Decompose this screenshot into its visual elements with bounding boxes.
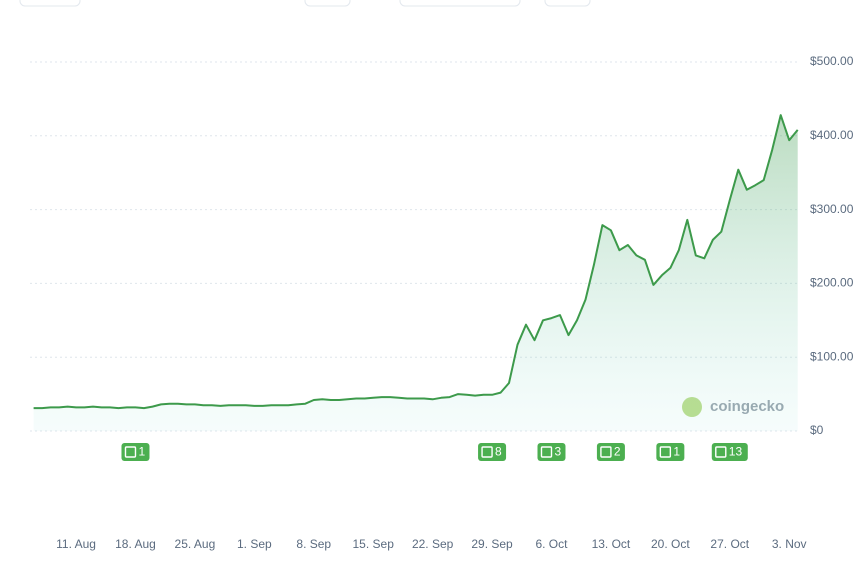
x-tick-label: 27. Oct: [710, 537, 749, 551]
news-icon: [481, 446, 493, 458]
tab-button[interactable]: [19, 0, 81, 7]
news-count: 8: [495, 445, 502, 459]
x-tick-label: 22. Sep: [412, 537, 454, 551]
x-tick-label: 8. Sep: [296, 537, 331, 551]
x-tick-label: 25. Aug: [175, 537, 216, 551]
news-count: 2: [614, 445, 621, 459]
news-badge[interactable]: 8: [478, 443, 507, 461]
news-badge[interactable]: 1: [121, 443, 150, 461]
news-badge[interactable]: 1: [656, 443, 685, 461]
news-icon: [659, 446, 672, 458]
x-tick-label: 20. Oct: [651, 537, 690, 551]
news-count: 1: [138, 445, 145, 459]
x-tick-label: 29. Sep: [471, 537, 513, 551]
x-tick-label: 18. Aug: [115, 537, 156, 551]
y-tick-label: $400.00: [810, 128, 854, 142]
news-icon: [124, 446, 137, 458]
news-badge[interactable]: 13: [711, 443, 748, 461]
price-line: [33, 114, 799, 410]
tab-button[interactable]: [304, 0, 351, 7]
news-icon: [715, 446, 727, 458]
news-badge[interactable]: 2: [596, 443, 625, 461]
news-count: 13: [729, 445, 743, 459]
news-icon: [600, 446, 612, 458]
y-tick-label: $200.00: [810, 276, 854, 290]
y-tick-label: $100.00: [810, 349, 854, 363]
x-tick-label: 11. Aug: [56, 537, 96, 551]
x-tick-label: 1. Sep: [237, 537, 272, 551]
tab-button[interactable]: [544, 0, 591, 7]
y-tick-label: $0: [810, 423, 824, 437]
x-tick-label: 13. Oct: [592, 537, 631, 551]
x-tick-label: 6. Oct: [535, 537, 568, 551]
news-count: 3: [554, 445, 561, 459]
x-tick-label: 3. Nov: [772, 537, 807, 551]
y-tick-label: $300.00: [810, 202, 854, 216]
y-tick-label: $500.00: [810, 54, 854, 68]
area: [33, 115, 798, 431]
news-badge[interactable]: 3: [537, 443, 566, 461]
x-tick-label: 15. Sep: [353, 537, 395, 551]
tab-button[interactable]: [399, 0, 521, 7]
news-icon: [540, 446, 553, 458]
news-count: 1: [673, 445, 680, 459]
